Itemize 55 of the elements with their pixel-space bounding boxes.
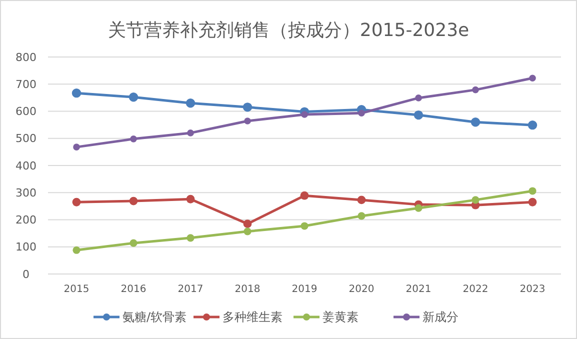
point: [244, 228, 252, 236]
point: [472, 196, 480, 204]
y-tick-label: 800: [16, 50, 36, 64]
y-tick-label: 0: [22, 268, 30, 281]
x-tick-label: 2020: [348, 284, 374, 295]
legend-label: 新成分: [422, 310, 458, 324]
x-tick-label: 2016: [120, 284, 146, 295]
point: [186, 194, 195, 204]
y-tick-label: 300: [16, 186, 36, 200]
point: [244, 118, 251, 124]
point: [301, 111, 308, 118]
point: [72, 88, 82, 98]
point: [186, 234, 194, 242]
point: [186, 98, 196, 108]
legend-label: 氨糖/软骨素: [122, 310, 187, 324]
point: [130, 136, 137, 142]
point: [415, 94, 422, 102]
point: [528, 187, 536, 195]
legend-label: 姜黄素: [322, 310, 358, 324]
x-tick-label: 2015: [64, 284, 90, 295]
point: [129, 196, 138, 206]
point: [130, 239, 138, 247]
point: [300, 222, 308, 230]
x-tick-label: 2021: [406, 284, 432, 295]
point: [414, 204, 422, 212]
legend-label: 多种维生素: [222, 310, 282, 324]
point: [528, 120, 538, 130]
point: [128, 92, 138, 102]
point: [72, 198, 81, 206]
x-tick-label: 2019: [292, 284, 318, 295]
point: [472, 86, 479, 94]
y-tick-label: 100: [16, 240, 36, 254]
point: [358, 212, 366, 220]
chart-title: 关节营养补充剂销售（按成分）2015-2023e: [108, 20, 470, 41]
point: [470, 118, 480, 127]
point: [414, 110, 424, 120]
y-tick-label: 400: [16, 159, 36, 172]
x-tick-label: 2022: [462, 284, 488, 295]
point: [72, 246, 80, 254]
y-tick-label: 500: [16, 132, 36, 146]
point: [300, 191, 309, 200]
point: [528, 198, 537, 206]
y-tick-label: 600: [16, 105, 36, 118]
x-tick-label: 2018: [234, 284, 260, 295]
y-tick-label: 200: [16, 214, 36, 227]
x-tick-label: 2023: [520, 284, 546, 295]
point: [357, 196, 366, 204]
point: [242, 102, 252, 112]
point: [187, 130, 194, 136]
y-tick-label: 700: [16, 78, 36, 91]
x-tick-label: 2017: [178, 284, 204, 295]
point: [73, 144, 80, 150]
point: [529, 74, 536, 82]
point: [358, 110, 365, 117]
point: [243, 220, 252, 228]
